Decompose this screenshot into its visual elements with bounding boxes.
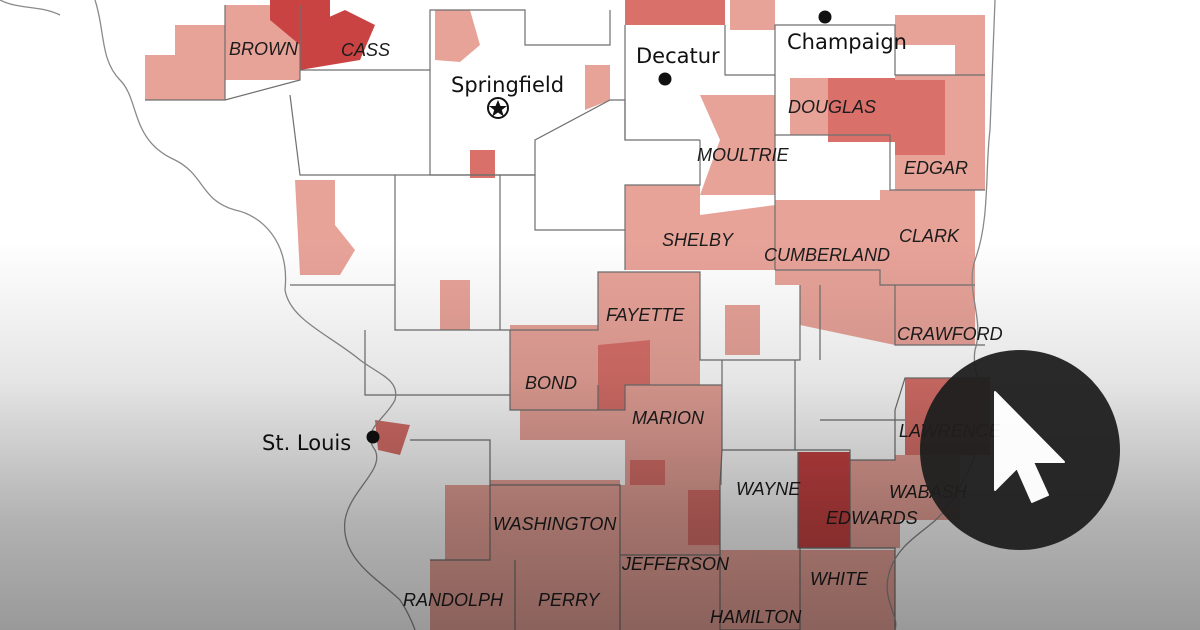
shaded-areas bbox=[145, 0, 990, 630]
county-label-randolph: RANDOLPH bbox=[403, 590, 504, 610]
county-label-cass: CASS bbox=[341, 40, 390, 60]
county-label-white: WHITE bbox=[810, 569, 869, 589]
county-label-hamilton: HAMILTON bbox=[710, 607, 802, 627]
city-label-decatur: Decatur bbox=[636, 44, 720, 68]
city-label-springfield: Springfield bbox=[451, 73, 564, 97]
county-label-fayette: FAYETTE bbox=[606, 305, 685, 325]
city-label-champaign: Champaign bbox=[787, 30, 907, 54]
county-label-edwards: EDWARDS bbox=[826, 508, 918, 528]
county-label-brown: BROWN bbox=[229, 39, 299, 59]
county-label-bond: BOND bbox=[525, 373, 577, 393]
county-label-washington: WASHINGTON bbox=[493, 514, 617, 534]
city-markers bbox=[366, 10, 832, 444]
county-label-cumberland: CUMBERLAND bbox=[764, 245, 890, 265]
arrow-cursor-icon bbox=[994, 391, 1065, 503]
decatur-dot-icon bbox=[658, 72, 672, 86]
county-label-wayne: WAYNE bbox=[736, 479, 801, 499]
county-label-douglas: DOUGLAS bbox=[788, 97, 876, 117]
city-labels: Springfield Decatur Champaign St. Louis bbox=[262, 30, 907, 455]
county-label-moultrie: MOULTRIE bbox=[697, 145, 790, 165]
county-label-edgar: EDGAR bbox=[904, 158, 968, 178]
county-label-shelby: SHELBY bbox=[662, 230, 735, 250]
county-label-jefferson: JEFFERSON bbox=[621, 554, 730, 574]
county-label-crawford: CRAWFORD bbox=[897, 324, 1003, 344]
interactive-map-badge[interactable] bbox=[920, 350, 1120, 550]
county-label-perry: PERRY bbox=[538, 590, 601, 610]
city-label-st-louis: St. Louis bbox=[262, 431, 351, 455]
champaign-dot-icon bbox=[818, 10, 832, 24]
springfield-star-icon bbox=[489, 100, 507, 117]
county-label-marion: MARION bbox=[632, 408, 705, 428]
county-boundaries bbox=[145, 5, 990, 630]
county-label-clark: CLARK bbox=[899, 226, 960, 246]
st-louis-dot-icon bbox=[366, 430, 380, 444]
